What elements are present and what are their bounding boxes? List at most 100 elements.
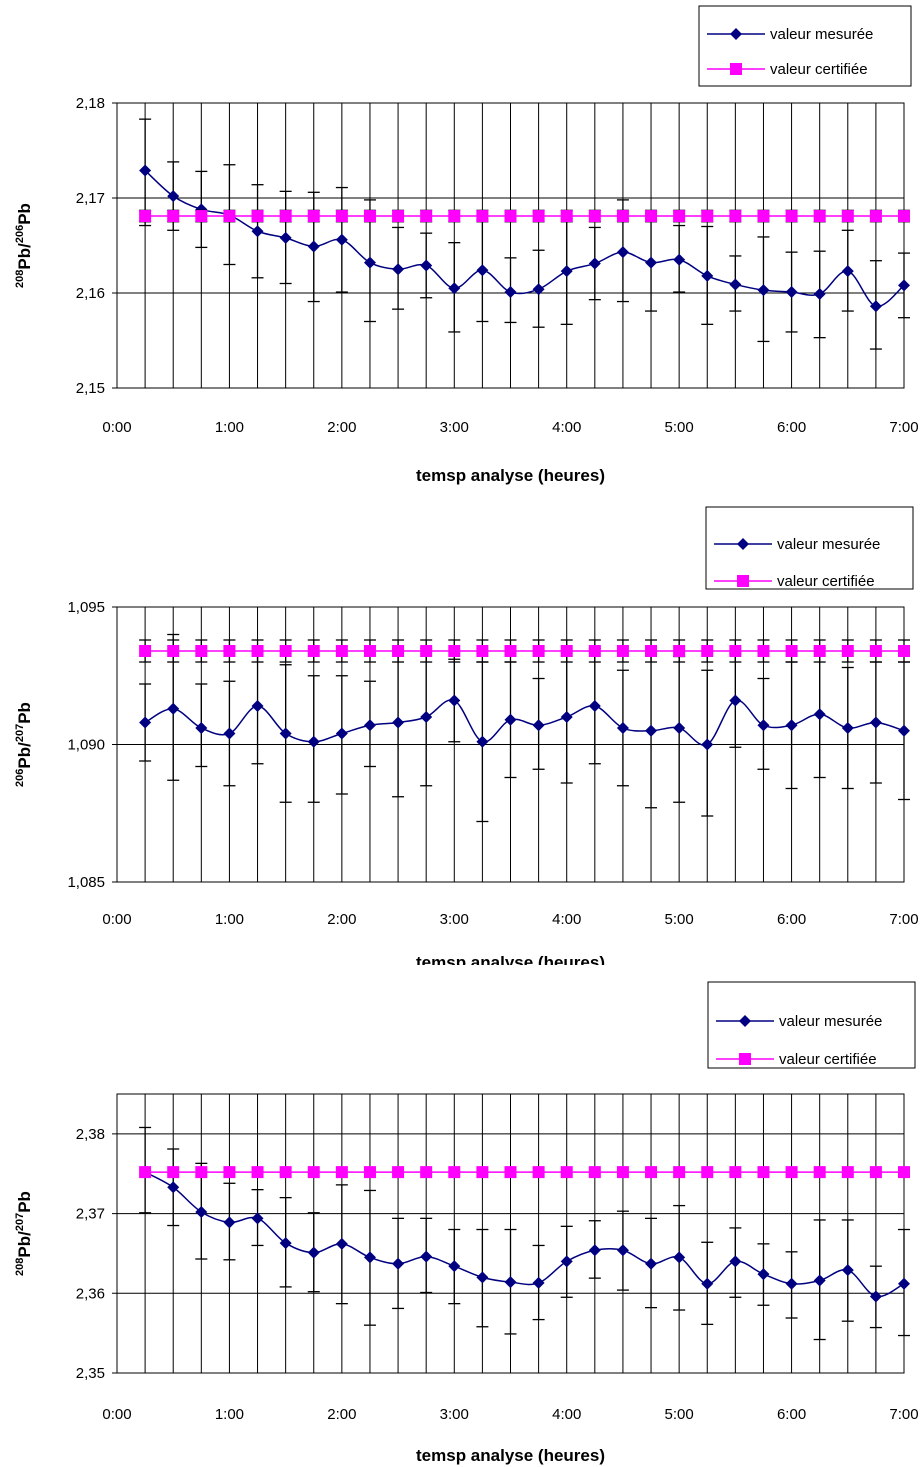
measured-point xyxy=(392,1257,405,1270)
certified-point xyxy=(363,645,376,657)
measured-point xyxy=(645,256,658,269)
y-tick-label: 2,17 xyxy=(76,190,105,207)
measured-point xyxy=(841,265,854,278)
measured-point xyxy=(785,286,798,299)
legend: valeur mesurée valeur certifiée xyxy=(707,981,916,1069)
certified-point xyxy=(757,1166,770,1179)
measured-point xyxy=(448,694,461,707)
x-tick-label: 5:00 xyxy=(665,1406,694,1423)
y-tick-label: 1,095 xyxy=(67,599,105,616)
x-tick-label: 4:00 xyxy=(552,419,581,436)
y-tick-label: 2,18 xyxy=(76,95,105,112)
certified-point xyxy=(616,645,629,657)
x-tick-label: 6:00 xyxy=(777,419,806,436)
measured-point xyxy=(701,269,714,282)
certified-point xyxy=(167,645,180,657)
legend-certified-marker xyxy=(737,575,749,587)
certified-point xyxy=(645,645,658,657)
measured-point xyxy=(195,1205,208,1218)
measured-point xyxy=(167,702,180,715)
certified-point xyxy=(757,645,770,657)
y-axis-label-superscript: 208 xyxy=(14,1258,26,1276)
certified-point xyxy=(279,645,292,657)
certified-point xyxy=(251,1166,264,1179)
measured-point xyxy=(223,1216,236,1229)
measured-point xyxy=(363,1251,376,1264)
certified-point xyxy=(532,210,545,223)
measured-point xyxy=(307,1246,320,1259)
y-tick-label: 1,090 xyxy=(67,737,105,754)
certified-point xyxy=(729,1166,742,1179)
y-axis-label: 206Pb/207Pb xyxy=(14,702,34,787)
certified-point xyxy=(476,645,489,657)
x-tick-label: 7:00 xyxy=(889,1406,918,1423)
measured-point xyxy=(757,719,770,732)
x-tick-label: 7:00 xyxy=(889,419,918,436)
certified-point xyxy=(729,210,742,223)
y-tick-label: 2,35 xyxy=(76,1365,105,1382)
y-axis-label-part: Pb/ xyxy=(15,1231,34,1258)
measured-point xyxy=(898,724,910,737)
certified-point xyxy=(335,1166,348,1179)
legend-certified-label: valeur certifiée xyxy=(770,61,868,78)
certified-point xyxy=(673,210,686,223)
chart-2-svg: 1,085 1,090 1,095 0:00 1:00 2:00 3:00 4:00 5:00 6… xyxy=(14,506,919,965)
certified-point xyxy=(392,210,405,223)
legend-measured-marker xyxy=(739,1015,751,1027)
measured-point xyxy=(251,1212,264,1225)
measured-point xyxy=(757,1268,770,1281)
series-certified xyxy=(139,1166,910,1179)
certified-point xyxy=(392,1166,405,1179)
certified-point xyxy=(588,210,601,223)
certified-point xyxy=(420,210,433,223)
certified-point xyxy=(420,1166,433,1179)
measured-point xyxy=(279,231,292,244)
measured-point xyxy=(476,735,489,748)
measured-point xyxy=(167,1181,180,1194)
certified-point xyxy=(223,1166,236,1179)
certified-point xyxy=(363,210,376,223)
chart-208pb-206pb: 2,15 2,16 2,17 2,18 0:00 1:00 2:00 3:00 4:00 5:00… xyxy=(0,0,920,490)
certified-point xyxy=(195,210,208,223)
measured-line xyxy=(144,1171,905,1298)
measured-point xyxy=(363,256,376,269)
certified-point xyxy=(588,645,601,657)
certified-point xyxy=(898,1166,910,1179)
measured-point xyxy=(869,716,882,729)
legend-measured-label: valeur mesurée xyxy=(779,1013,882,1030)
measured-point xyxy=(307,240,320,253)
y-axis-label-part: Pb/ xyxy=(15,243,34,270)
x-axis-label: temsp analyse (heures) xyxy=(416,1446,605,1465)
certified-point xyxy=(195,645,208,657)
measured-point xyxy=(504,286,517,299)
y-axis-label-superscript: 207 xyxy=(14,724,26,742)
chart-3-svg: 2,35 2,36 2,37 2,38 0:00 1:00 2:00 3:00 4:00 5:00… xyxy=(14,981,919,1465)
series-measured xyxy=(139,118,910,350)
measured-point xyxy=(898,1277,910,1290)
certified-point xyxy=(532,1166,545,1179)
measured-point xyxy=(279,727,292,740)
measured-point xyxy=(616,246,629,259)
certified-point xyxy=(841,1166,854,1179)
measured-point xyxy=(420,1250,433,1263)
certified-point xyxy=(869,645,882,657)
certified-point xyxy=(195,1166,208,1179)
y-axis-label-part: Pb xyxy=(15,702,34,724)
measured-point xyxy=(532,283,545,296)
legend-measured-label: valeur mesurée xyxy=(770,26,873,43)
measured-point xyxy=(560,265,573,278)
x-tick-label: 2:00 xyxy=(327,911,356,928)
measured-point xyxy=(729,694,742,707)
measured-point xyxy=(307,735,320,748)
certified-point xyxy=(476,1166,489,1179)
certified-point xyxy=(532,645,545,657)
measured-point xyxy=(673,722,686,734)
y-axis-label-superscript: 207 xyxy=(14,1213,26,1231)
certified-point xyxy=(251,645,264,657)
measured-point xyxy=(729,1255,742,1268)
legend-certified-label: valeur certifiée xyxy=(779,1051,877,1068)
measured-point xyxy=(616,1244,629,1257)
y-tick-label: 2,16 xyxy=(76,285,105,302)
legend-certified-label: valeur certifiée xyxy=(777,573,875,590)
certified-point xyxy=(560,1166,573,1179)
